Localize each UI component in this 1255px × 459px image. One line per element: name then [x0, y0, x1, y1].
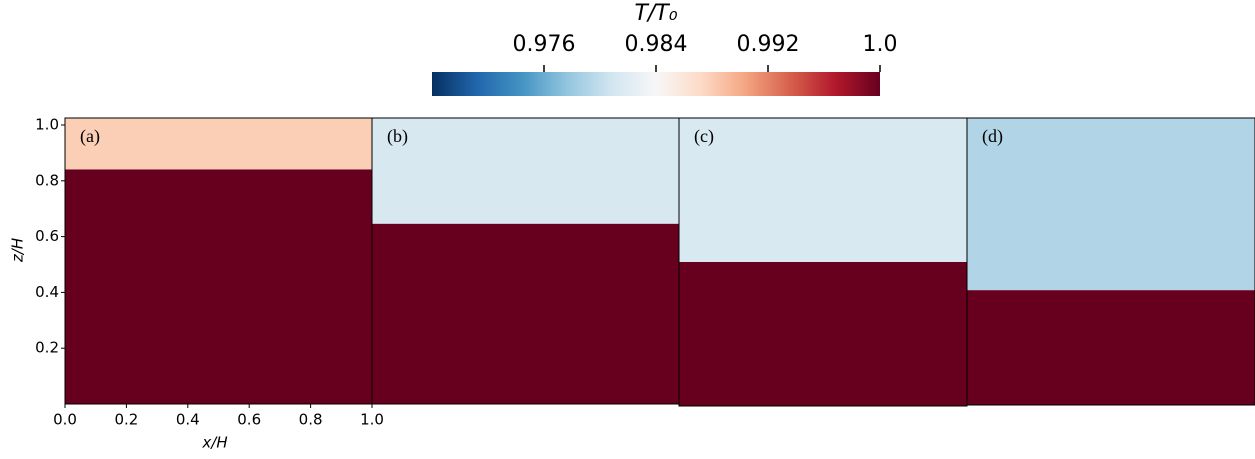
y-tick-label: 0.2 — [35, 339, 59, 357]
colorbar-tick-label: 0.992 — [737, 32, 800, 57]
x-tick-label: 0.8 — [299, 411, 323, 429]
colorbar-tick-label: 0.984 — [625, 32, 688, 57]
upper-layer — [65, 118, 372, 170]
y-tick-label: 0.6 — [35, 227, 59, 245]
x-tick-label: 0.2 — [114, 411, 138, 429]
panel-label: (a) — [80, 126, 100, 147]
colorbar-tick-label: 1.0 — [863, 32, 898, 57]
lower-layer — [372, 223, 679, 404]
x-tick-label: 0.6 — [237, 411, 261, 429]
y-tick-label: 0.4 — [35, 283, 59, 301]
lower-layer — [967, 290, 1255, 405]
x-tick-label: 0.0 — [53, 411, 77, 429]
colorbar-tick-label: 0.976 — [513, 32, 576, 57]
y-tick-label: 1.0 — [35, 116, 59, 134]
x-tick-label: 0.4 — [176, 411, 200, 429]
y-tick-label: 0.8 — [35, 171, 59, 189]
y-axis-label: z/H — [9, 238, 27, 263]
panel-label: (c) — [694, 126, 714, 147]
upper-layer — [967, 118, 1255, 291]
lower-layer — [679, 262, 967, 406]
panel-label: (d) — [982, 126, 1003, 147]
panel-label: (b) — [387, 126, 408, 147]
colorbar — [432, 72, 880, 96]
lower-layer — [65, 169, 372, 404]
x-tick-label: 1.0 — [360, 411, 384, 429]
x-axis-label: x/H — [201, 434, 227, 452]
upper-layer — [679, 118, 967, 262]
panel-frame — [966, 117, 1255, 406]
colorbar-label: T/T₀ — [634, 1, 677, 26]
upper-layer — [372, 118, 679, 224]
